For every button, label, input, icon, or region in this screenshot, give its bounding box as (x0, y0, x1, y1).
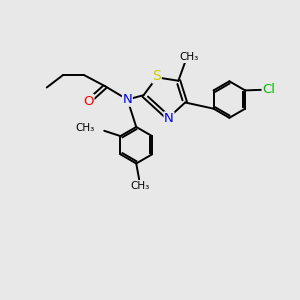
Text: Cl: Cl (262, 83, 275, 96)
Text: CH₃: CH₃ (180, 52, 199, 62)
Text: O: O (83, 94, 94, 107)
Text: N: N (164, 112, 174, 125)
Text: S: S (152, 69, 161, 83)
Text: CH₃: CH₃ (130, 181, 149, 190)
Text: N: N (122, 93, 132, 106)
Text: CH₃: CH₃ (76, 123, 95, 134)
